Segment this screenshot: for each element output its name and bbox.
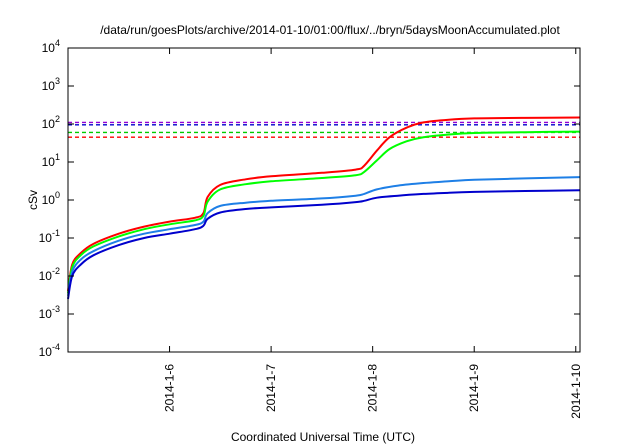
y-tick-label: 10-3	[39, 304, 60, 321]
x-tick-label: 2014-1-6	[163, 364, 177, 412]
plot-frame	[67, 47, 581, 353]
y-tick-label: 10-1	[39, 228, 60, 245]
series-line-1	[67, 116, 581, 292]
series-line-2	[67, 130, 581, 294]
y-tick-label: 101	[42, 152, 60, 169]
reference-lines	[68, 121, 580, 138]
x-axis-ticks: 2014-1-6 2014-1-7 2014-1-8 2014-1-9 2014-1-1…	[163, 48, 583, 419]
y-tick-label: 103	[42, 76, 60, 93]
plot-area: 2014-1-6 2014-1-7 2014-1-8 2014-1-9 2014-1-1…	[39, 38, 583, 419]
y-tick-label: 100	[42, 190, 60, 207]
x-tick-label: 2014-1-8	[366, 364, 380, 412]
x-tick-label: 2014-1-7	[264, 364, 278, 412]
data-series	[67, 116, 581, 300]
series-line-4	[67, 189, 581, 300]
y-tick-label: 104	[42, 38, 60, 55]
y-tick-label: 10-4	[39, 342, 60, 359]
y-tick-label: 10-2	[39, 266, 60, 283]
y-tick-label: 102	[42, 114, 60, 131]
series-line-3	[67, 176, 581, 297]
x-tick-label: 2014-1-10	[569, 364, 583, 419]
x-axis-label: Coordinated Universal Time (UTC)	[231, 430, 415, 444]
chart-title: /data/run/goesPlots/archive/2014-01-10/0…	[100, 23, 560, 37]
x-tick-label: 2014-1-9	[467, 364, 481, 412]
y-axis-label: cSv	[26, 190, 40, 210]
y-axis-ticks: 10-4 10-3 10-2 10-1 100 101 102 103 104	[39, 38, 580, 359]
